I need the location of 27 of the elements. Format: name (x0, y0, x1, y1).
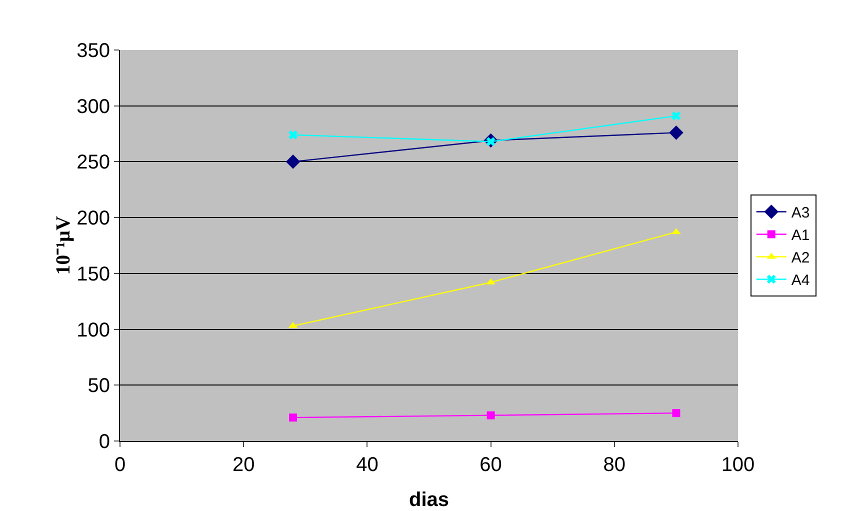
legend-label: A1 (791, 227, 810, 244)
y-tick-label: 150 (76, 263, 110, 286)
point (672, 409, 680, 418)
y-tick-label: 200 (76, 208, 110, 230)
y-tick-label: 0 (98, 431, 110, 453)
point (669, 126, 684, 140)
x-axis-title: dias (408, 489, 450, 511)
legend-label: A2 (791, 250, 810, 267)
point (286, 154, 300, 169)
x-tick-label: 40 (356, 454, 378, 476)
y-tick-label: 300 (76, 96, 110, 118)
point (672, 111, 681, 120)
x-tick-label: 60 (480, 454, 502, 476)
point (288, 130, 298, 140)
x-tick-label: 80 (603, 454, 626, 476)
y-axis-title: 10⁻¹μV (52, 216, 75, 275)
legend-label: A3 (791, 204, 810, 222)
y-tick-label: 250 (76, 152, 110, 174)
point (486, 411, 495, 420)
y-tick-label: 100 (76, 319, 110, 342)
legend-label: A4 (791, 272, 810, 290)
y-tick-label: 50 (88, 375, 110, 398)
x-tick-label: 0 (114, 454, 126, 476)
point (289, 414, 298, 422)
y-tick-label: 350 (76, 40, 110, 62)
x-tick-label: 100 (721, 454, 755, 476)
x-tick-label: 20 (232, 454, 255, 476)
